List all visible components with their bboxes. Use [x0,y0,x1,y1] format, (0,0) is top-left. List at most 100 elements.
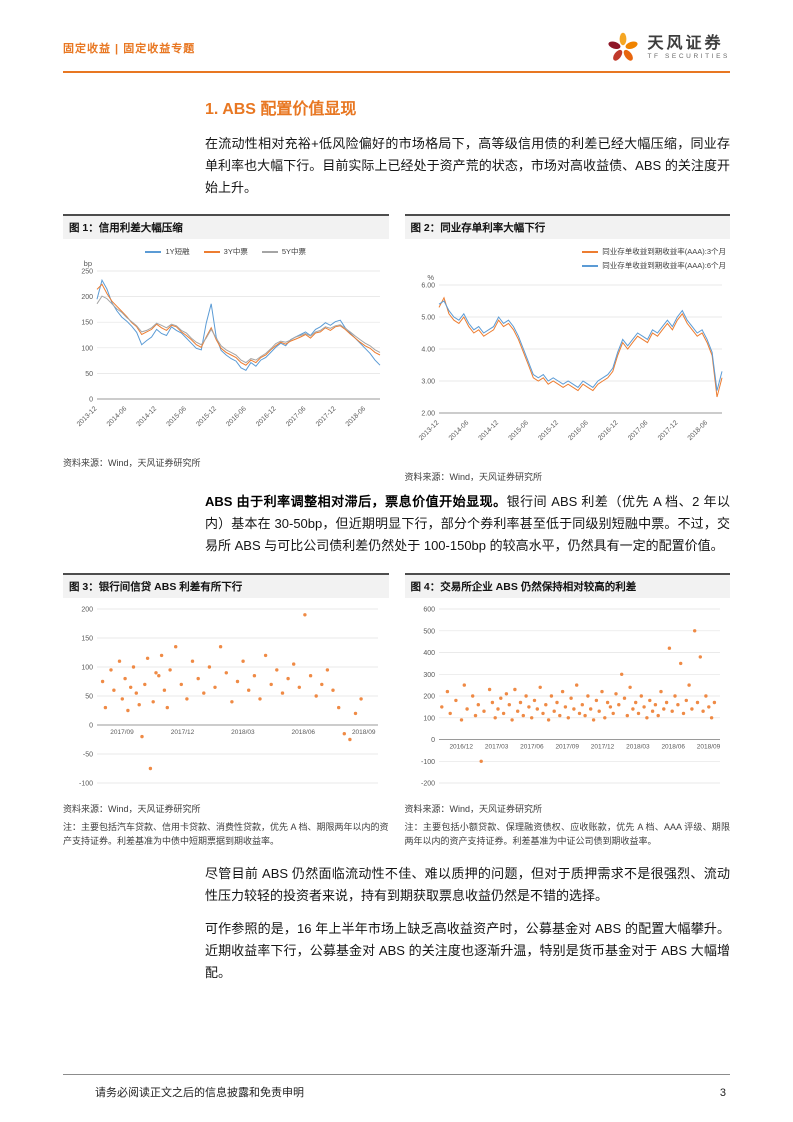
figure-2-chart: 同业存单收益到期收益率(AAA):3个月 同业存单收益到期收益率(AAA):6个月… [405,239,731,464]
figure-1-chart: 1Y短融 3Y中票 5Y中票 250 200 150 100 50 0 bp 2013-12 2014… [63,239,389,450]
svg-text:150: 150 [81,635,93,642]
figure-1-source: 资料来源：Wind，天风证券研究所 [63,458,201,469]
svg-text:600: 600 [423,606,435,613]
figure-4-title: 图 4：交易所企业 ABS 仍然保持相对较高的利差 [404,572,730,598]
chart-legend: 1Y短融 3Y中票 5Y中票 [63,242,389,257]
figure-row-2: 图 3：银行间信贷 ABS 利差有所下行 200 150 100 50 0 -50 -100… [63,572,731,849]
svg-text:400: 400 [423,650,435,657]
svg-text:2017/03: 2017/03 [484,743,508,750]
svg-text:0: 0 [89,397,93,404]
svg-text:2017-06: 2017-06 [626,420,649,443]
svg-text:200: 200 [423,693,435,700]
svg-text:2018-06: 2018-06 [686,420,709,443]
footer-rule [63,1074,730,1075]
brand-block: 天风证券 TF SECURITIES [606,31,730,65]
svg-text:2018/09: 2018/09 [696,743,720,750]
svg-text:200: 200 [81,295,93,302]
svg-text:-50: -50 [83,751,93,758]
chart-canvas: 600 500 400 300 200 100 0 -100 -200 2016/12 2017/0… [420,606,720,787]
svg-text:2018-06: 2018-06 [345,406,368,429]
footer-row: 请务必阅读正文之后的信息披露和免责申明 3 [63,1084,730,1100]
figure-3-title: 图 3：银行间信贷 ABS 利差有所下行 [63,572,389,598]
legend-swatch-icon [582,250,599,253]
header-rule [63,71,730,73]
paragraph-2: ABS 由于利率调整相对滞后，票息价值开始显现。银行间 ABS 利差（优先 A … [205,491,730,556]
svg-text:500: 500 [423,628,435,635]
svg-text:2016-06: 2016-06 [567,420,590,443]
section-title: 1. ABS 配置价值显现 [205,101,357,118]
svg-text:0: 0 [89,722,93,729]
svg-text:-200: -200 [420,780,434,787]
svg-text:2018/03: 2018/03 [626,743,650,750]
legend-item: 1Y短融 [145,246,190,257]
svg-text:2016/12: 2016/12 [449,743,473,750]
svg-text:-100: -100 [420,759,434,766]
legend-item: 同业存单收益到期收益率(AAA):6个月 [582,260,726,271]
breadcrumb: 固定收益 | 固定收益专题 [63,43,196,55]
legend-swatch-icon [145,250,162,253]
svg-text:0: 0 [431,737,435,744]
svg-text:2016-12: 2016-12 [255,406,278,429]
svg-text:2018/03: 2018/03 [231,729,255,736]
svg-text:100: 100 [81,346,93,353]
paragraph-2-lead: ABS 由于利率调整相对滞后，票息价值开始显现。 [205,494,507,510]
svg-text:2017/12: 2017/12 [171,729,195,736]
legend-item: 3Y中票 [203,246,248,257]
page-number: 3 [719,1087,726,1099]
legend-swatch-icon [582,264,599,267]
svg-text:2014-06: 2014-06 [447,420,470,443]
svg-text:3.00: 3.00 [421,379,435,386]
legend-swatch-icon [261,250,278,253]
figure-1: 图 1：信用利差大幅压缩 1Y短融 3Y中票 5Y中票 250 200 150 100 50 0… [63,214,389,485]
svg-text:2017/06: 2017/06 [520,743,544,750]
page-footer: 请务必阅读正文之后的信息披露和免责申明 3 [63,1074,730,1100]
svg-text:2017-12: 2017-12 [656,420,679,443]
figure-4: 图 4：交易所企业 ABS 仍然保持相对较高的利差 600 500 400 300 20… [404,572,731,849]
svg-text:2014-06: 2014-06 [106,406,129,429]
brand-name: 天风证券 [647,35,724,53]
paragraph-3: 尽管目前 ABS 仍然面临流动性不佳、难以质押的问题，但对于质押需求不是很强烈、… [205,865,730,903]
svg-text:2015-06: 2015-06 [165,406,188,429]
figure-3: 图 3：银行间信贷 ABS 利差有所下行 200 150 100 50 0 -50 -100… [63,572,389,849]
svg-text:100: 100 [423,715,435,722]
svg-text:50: 50 [85,371,93,378]
chart-canvas: 6.00 5.00 4.00 3.00 2.00% 2013-12 2014-06 2014-… [417,273,722,443]
chart-canvas: 200 150 100 50 0 -50 -100 2017/09 2017/12 2018/03… [79,606,378,787]
svg-text:2017/09: 2017/09 [110,729,134,736]
svg-text:2017-06: 2017-06 [285,406,308,429]
brand-text: 天风证券 TF SECURITIES [647,35,730,61]
svg-text:2016-12: 2016-12 [597,420,620,443]
figure-3-chart: 200 150 100 50 0 -50 -100 2017/09 2017/12 2018/03… [63,598,389,796]
svg-text:2015-12: 2015-12 [195,406,218,429]
svg-text:-100: -100 [79,780,93,787]
svg-text:bp: bp [84,259,92,268]
figure-2: 图 2：同业存单利率大幅下行 同业存单收益到期收益率(AAA):3个月 同业存单收… [404,214,731,485]
paragraph-1: 在流动性相对充裕+低风险偏好的市场格局下，高等级信用债的利差已经大幅压缩，同业存… [205,136,730,195]
chart-canvas: 250 200 150 100 50 0 bp 2013-12 2014-06 2014-12 20… [76,259,381,429]
footer-disclaimer: 请务必阅读正文之后的信息披露和免责申明 [95,1087,304,1099]
paragraph-4: 可作参照的是，16 年上半年市场上缺乏高收益资产时，公募基金对 ABS 的配置大… [205,921,730,981]
figure-2-title: 图 2：同业存单利率大幅下行 [404,214,730,240]
svg-text:2013-12: 2013-12 [417,420,440,443]
figure-1-title: 图 1：信用利差大幅压缩 [63,214,389,240]
svg-text:50: 50 [85,693,93,700]
page-header: 固定收益 | 固定收益专题 天风证券 TF SECURITIES [63,30,730,66]
svg-text:2015-06: 2015-06 [507,420,530,443]
figure-4-source: 资料来源：Wind，天风证券研究所 [404,803,543,814]
legend-item: 5Y中票 [261,246,306,257]
svg-text:200: 200 [81,606,93,613]
svg-text:4.00: 4.00 [421,347,435,354]
svg-text:2015-12: 2015-12 [537,420,560,443]
figure-4-note: 注：主要包括小额贷款、保理融资债权、应收账款，优先 A 档、AAA 评级、期限两… [404,821,731,847]
svg-text:2016-06: 2016-06 [225,406,248,429]
legend-item: 同业存单收益到期收益率(AAA):3个月 [582,246,726,257]
chart-legend: 同业存单收益到期收益率(AAA):3个月 同业存单收益到期收益率(AAA):6个月 [405,242,731,271]
paragraph-2-rest: 银行间 ABS 利差（优先 A 档、2 年以内）基本在 30-50bp，但近期明… [205,494,731,554]
svg-text:5.00: 5.00 [421,315,435,322]
svg-text:%: % [427,273,434,282]
legend-swatch-icon [203,250,220,253]
svg-text:2018/06: 2018/06 [661,743,685,750]
svg-text:2.00: 2.00 [421,411,435,418]
svg-text:2014-12: 2014-12 [136,406,159,429]
